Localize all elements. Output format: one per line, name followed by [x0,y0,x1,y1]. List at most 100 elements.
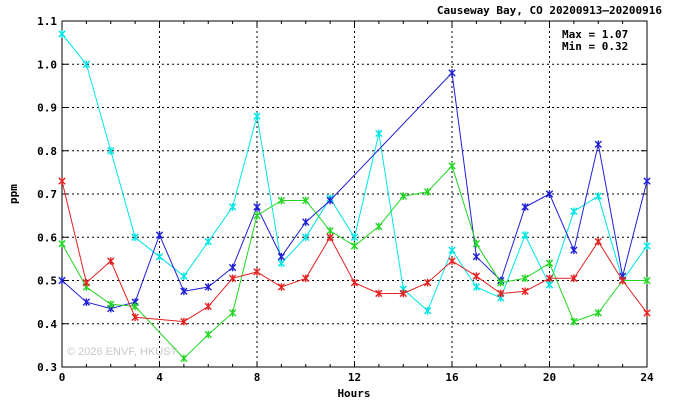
data-point-marker [58,239,66,248]
min-label: Min = 0.32 [562,40,628,53]
series-line [61,180,648,323]
data-point-marker [204,237,212,246]
data-point-marker [497,278,505,287]
data-point-marker [302,218,310,226]
x-axis-label: Hours [337,387,370,400]
series-line [61,71,648,310]
data-point-marker [155,252,164,261]
data-point-marker [253,112,261,120]
x-tick-label: 0 [59,371,66,384]
data-point-marker [423,306,432,315]
data-point-marker [521,231,529,239]
series-2 [58,69,651,313]
data-point-marker [326,233,334,242]
data-point-marker [521,287,529,296]
data-point-marker [375,129,383,138]
data-point-marker [545,281,554,289]
axis-ticks: 0 4 8 12 16 20 24 0.3 0.4 0.5 0.6 0.7 0.8 0.9 1.0 1.1 [37,15,654,384]
data-point-marker [472,283,481,291]
y-tick-label: 0.4 [37,318,57,331]
x-tick-label: 24 [640,371,654,384]
data-point-marker [375,222,383,231]
data-point-marker [131,233,139,242]
data-point-marker [82,60,91,69]
data-point-marker [180,272,188,280]
data-point-marker [399,289,407,298]
chart-title: Causeway Bay, CO 20200913–20200916 [437,4,663,17]
data-point-marker [253,203,261,211]
data-point-marker [448,246,456,255]
y-tick-label: 0.9 [37,102,57,115]
data-point-marker [618,276,627,285]
data-point-marker [545,274,554,283]
data-point-marker [107,300,115,309]
data-point-marker [350,278,359,287]
data-point-marker [180,287,188,296]
grid-lines [62,21,647,367]
data-point-marker [228,274,237,283]
data-point-marker [180,354,188,363]
data-point-marker [107,257,115,265]
data-point-marker [643,177,651,185]
data-point-marker [253,268,261,276]
data-point-marker [58,177,66,185]
series-3 [58,162,651,363]
data-point-marker [399,192,407,200]
data-point-marker [570,246,578,255]
data-point-marker [302,196,310,205]
data-point-marker [277,259,286,267]
series-layer [58,30,651,363]
data-point-marker [643,242,651,250]
y-tick-label: 0.8 [37,145,57,158]
y-tick-label: 1.0 [37,58,57,71]
max-label: Max = 1.07 [562,28,628,41]
data-point-marker [204,283,212,291]
data-point-marker [472,239,481,248]
data-point-marker [643,276,651,285]
data-point-marker [228,263,237,272]
data-point-marker [326,196,334,205]
data-point-marker [521,274,529,283]
data-point-marker [302,233,310,242]
data-point-marker [423,188,432,196]
x-tick-label: 12 [348,371,361,384]
data-point-marker [375,289,383,298]
series-line [61,164,647,360]
x-tick-label: 16 [445,371,459,384]
data-point-marker [594,140,602,149]
y-tick-label: 0.6 [37,231,57,244]
data-point-marker [643,309,651,317]
data-point-marker [594,309,602,317]
data-point-marker [253,211,261,220]
y-axis-label: ppm [7,184,20,204]
data-point-marker [204,302,212,311]
data-point-marker [448,162,456,170]
data-point-marker [82,298,91,306]
data-point-marker [131,313,139,322]
data-point-marker [472,272,481,280]
series-4 [58,177,651,326]
watermark: © 2026 ENVF, HKUST [67,346,177,358]
data-point-marker [107,146,115,155]
y-tick-label: 0.7 [37,188,57,201]
data-point-marker [570,274,578,283]
data-point-marker [594,192,602,200]
y-tick-label: 0.3 [37,361,57,374]
x-tick-label: 20 [543,371,556,384]
data-point-marker [350,242,359,250]
data-point-marker [472,252,481,261]
data-point-marker [448,69,456,77]
data-point-marker [228,309,237,317]
data-point-marker [448,257,456,265]
data-point-marker [570,317,578,326]
data-point-marker [594,237,602,246]
data-point-marker [204,330,212,339]
data-point-marker [155,231,164,239]
data-point-marker [497,289,505,298]
data-point-marker [277,283,286,291]
data-point-marker [570,207,578,216]
data-point-marker [545,190,554,198]
data-point-marker [228,203,237,211]
data-point-marker [131,302,139,311]
